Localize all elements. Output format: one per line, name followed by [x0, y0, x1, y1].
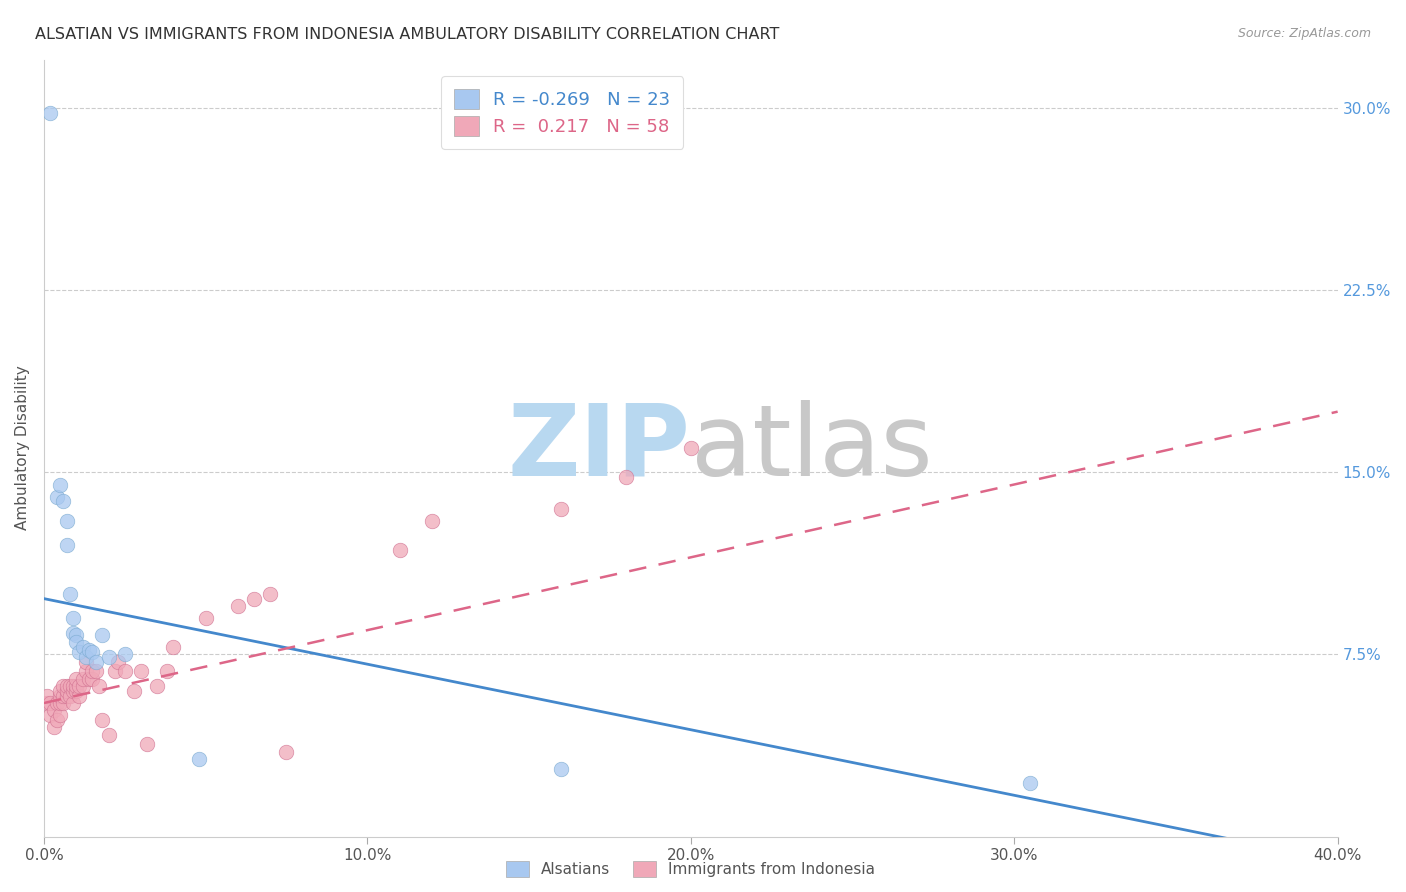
- Point: [65, 684, 87, 698]
- Point: [49, 708, 72, 723]
- Point: [114, 648, 136, 662]
- Point: [91, 628, 114, 642]
- Point: [146, 679, 169, 693]
- Point: [72, 672, 94, 686]
- Point: [52, 679, 75, 693]
- Point: [59, 587, 82, 601]
- Point: [550, 762, 572, 776]
- Point: [82, 665, 104, 679]
- Point: [52, 696, 75, 710]
- Point: [55, 538, 77, 552]
- Text: ZIP: ZIP: [508, 400, 690, 497]
- Point: [65, 679, 87, 693]
- Point: [77, 672, 100, 686]
- Point: [388, 543, 411, 558]
- Point: [188, 752, 211, 766]
- Point: [104, 665, 127, 679]
- Point: [84, 665, 107, 679]
- Point: [55, 689, 77, 703]
- Point: [45, 696, 67, 710]
- Point: [82, 672, 104, 686]
- Point: [39, 708, 62, 723]
- Point: [49, 689, 72, 703]
- Point: [59, 689, 82, 703]
- Point: [49, 684, 72, 698]
- Point: [49, 696, 72, 710]
- Point: [62, 684, 84, 698]
- Point: [77, 642, 100, 657]
- Point: [97, 728, 120, 742]
- Point: [65, 635, 87, 649]
- Point: [91, 713, 114, 727]
- Point: [72, 640, 94, 655]
- Point: [259, 587, 281, 601]
- Point: [59, 679, 82, 693]
- Point: [75, 649, 97, 664]
- Point: [65, 672, 87, 686]
- Y-axis label: Ambulatory Disability: Ambulatory Disability: [15, 366, 30, 531]
- Point: [84, 655, 107, 669]
- Point: [129, 665, 152, 679]
- Point: [55, 679, 77, 693]
- Point: [107, 655, 129, 669]
- Point: [52, 494, 75, 508]
- Point: [276, 745, 298, 759]
- Point: [243, 591, 266, 606]
- Point: [69, 679, 91, 693]
- Point: [614, 470, 637, 484]
- Point: [72, 679, 94, 693]
- Point: [65, 628, 87, 642]
- Point: [37, 689, 59, 703]
- Point: [226, 599, 249, 613]
- Point: [136, 737, 159, 751]
- Point: [45, 490, 67, 504]
- Point: [55, 514, 77, 528]
- Point: [97, 649, 120, 664]
- Point: [1019, 776, 1042, 790]
- Point: [39, 696, 62, 710]
- Point: [62, 625, 84, 640]
- Point: [45, 713, 67, 727]
- Point: [49, 477, 72, 491]
- Point: [52, 689, 75, 703]
- Point: [69, 689, 91, 703]
- Point: [62, 696, 84, 710]
- Point: [62, 611, 84, 625]
- Point: [550, 501, 572, 516]
- Point: [55, 684, 77, 698]
- Point: [62, 679, 84, 693]
- Point: [124, 684, 146, 698]
- Text: ALSATIAN VS IMMIGRANTS FROM INDONESIA AMBULATORY DISABILITY CORRELATION CHART: ALSATIAN VS IMMIGRANTS FROM INDONESIA AM…: [35, 27, 779, 42]
- Text: Source: ZipAtlas.com: Source: ZipAtlas.com: [1237, 27, 1371, 40]
- Point: [75, 665, 97, 679]
- Point: [75, 655, 97, 669]
- Legend: Alsatians, Immigrants from Indonesia: Alsatians, Immigrants from Indonesia: [501, 855, 882, 883]
- Point: [82, 645, 104, 659]
- Point: [42, 703, 65, 717]
- Point: [39, 106, 62, 120]
- Point: [194, 611, 217, 625]
- Point: [156, 665, 179, 679]
- Point: [679, 441, 702, 455]
- Point: [114, 665, 136, 679]
- Point: [87, 679, 110, 693]
- Point: [37, 696, 59, 710]
- Point: [162, 640, 184, 655]
- Text: atlas: atlas: [690, 400, 932, 497]
- Point: [420, 514, 443, 528]
- Point: [42, 720, 65, 734]
- Point: [69, 645, 91, 659]
